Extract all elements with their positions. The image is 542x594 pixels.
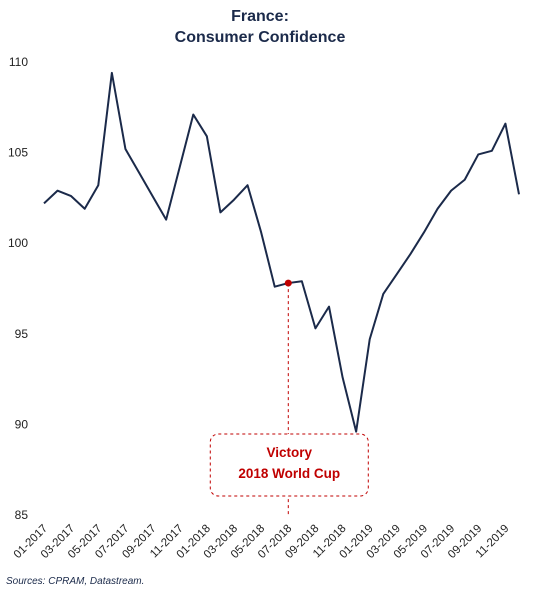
y-tick-label: 110 [9,55,28,69]
chart-title: France: [231,8,289,25]
annotation-text: 2018 World Cup [238,466,340,481]
annotation-box [209,433,369,497]
y-tick-label: 85 [15,508,29,522]
annotation-text: Victory [267,445,313,460]
y-tick-label: 90 [15,417,29,431]
data-line [43,71,520,433]
source-note: Sources: CPRAM, Datastream. [6,576,144,587]
y-tick-label: 95 [15,327,29,341]
y-tick-label: 105 [8,146,28,160]
y-tick-label: 100 [8,236,28,250]
highlight-point [284,279,292,287]
chart-title: Consumer Confidence [175,29,346,46]
